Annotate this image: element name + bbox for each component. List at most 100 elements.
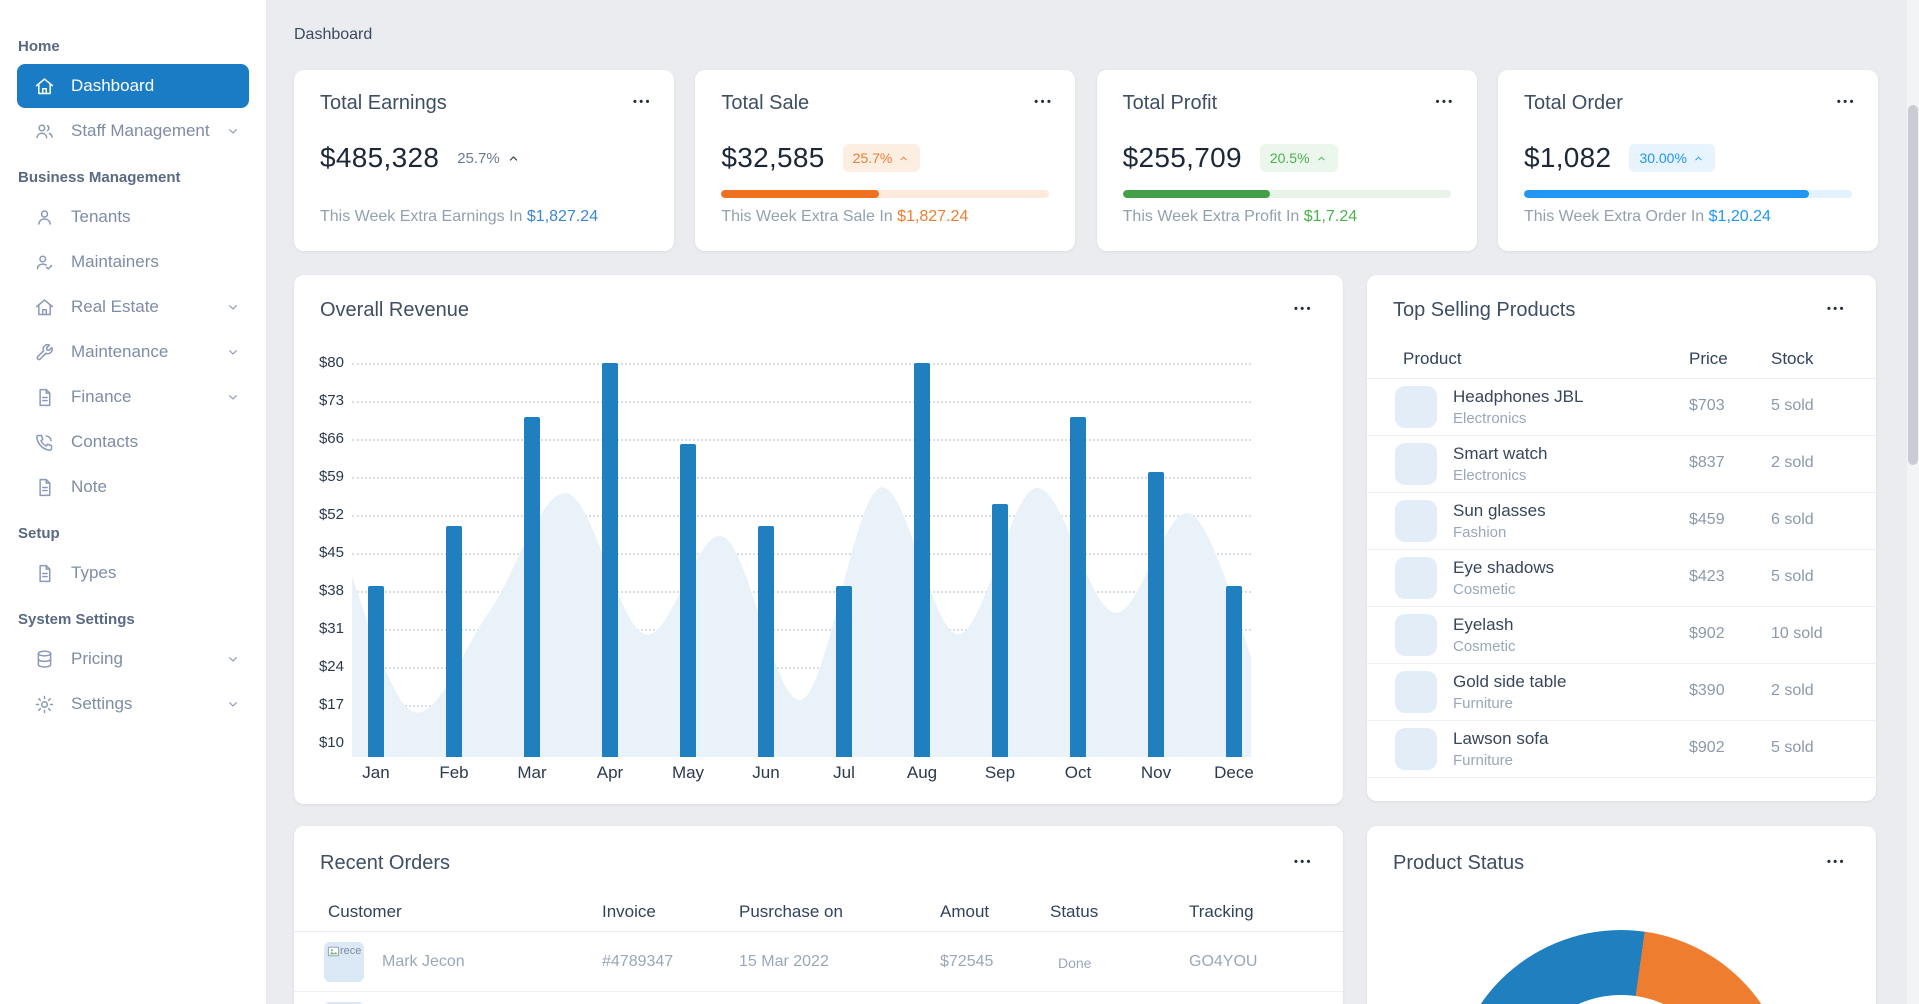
top-selling-header-row: Product Price Stock (1367, 339, 1876, 379)
product-thumbnail (1395, 386, 1437, 428)
gear-icon (35, 695, 54, 713)
product-category: Furniture (1453, 752, 1514, 769)
stat-card-title: Total Earnings (320, 92, 447, 114)
sidebar-item-maintainers[interactable]: Maintainers (17, 240, 249, 284)
stat-card-total-sale: Total Sale ••• $32,585 25.7% This Week Extra… (695, 70, 1076, 251)
sidebar-item-maintenance[interactable]: Maintenance (17, 330, 249, 374)
product-price: $902 (1689, 625, 1725, 642)
recent-orders-header-row: Customer Invoice Pusrchase on Amout Status Tr… (294, 896, 1343, 932)
product-row-headphones-jbl[interactable]: Headphones JBL Electronics $703 5 sold (1367, 379, 1876, 436)
x-axis-tick-label: Apr (596, 763, 624, 782)
ellipsis-menu-button[interactable]: ••• (1435, 96, 1455, 108)
sidebar-item-dashboard[interactable]: Dashboard (17, 64, 249, 108)
stat-card-value: $32,585 (721, 142, 825, 173)
chevron-down-icon (229, 305, 237, 310)
progress-bar (1122, 190, 1451, 198)
sidebar-item-tenants[interactable]: Tenants (17, 195, 249, 239)
percent-badge: 30.00% (1629, 144, 1715, 172)
product-stock: 2 sold (1771, 682, 1814, 699)
sidebar-item-real-estate[interactable]: Real Estate (17, 285, 249, 329)
order-row[interactable]: rece Mark Jecon #4789347 15 Mar 2022 $72545 D… (294, 932, 1343, 992)
file-icon (39, 478, 51, 496)
product-category: Electronics (1453, 467, 1527, 484)
stat-card-total-profit: Total Profit ••• $255,709 20.5% This Week Ex… (1096, 70, 1477, 251)
product-row-gold-side-table[interactable]: Gold side table Furniture $390 2 sold (1367, 664, 1876, 721)
product-category: Furniture (1453, 695, 1514, 712)
sidebar-item-label: Contacts (71, 432, 139, 451)
product-row-sun-glasses[interactable]: Sun glasses Fashion $459 6 sold (1367, 493, 1876, 550)
ellipsis-menu-button[interactable]: ••• (1826, 856, 1846, 868)
sidebar-item-contacts[interactable]: Contacts (17, 420, 249, 464)
sidebar-item-note[interactable]: Note (17, 465, 249, 509)
product-row-eyelash[interactable]: Eyelash Cosmetic $902 10 sold (1367, 607, 1876, 664)
stat-card-value: $1,082 (1523, 142, 1612, 173)
ellipsis-menu-button[interactable]: ••• (1293, 303, 1313, 315)
product-name: Headphones JBL (1453, 387, 1584, 406)
stat-card-total-earnings: Total Earnings ••• $485,328 25.7% This Week … (294, 70, 674, 251)
stat-card-percent: 25.7% (852, 150, 893, 166)
y-axis-tick-label: $10 (318, 734, 344, 751)
progress-bar (1523, 190, 1852, 198)
sidebar-item-label: Types (71, 563, 117, 582)
sidebar-section-home: Home (18, 38, 60, 55)
product-name: Smart watch (1453, 444, 1548, 463)
ellipsis-menu-button[interactable]: ••• (1293, 856, 1313, 868)
phone-icon (36, 434, 53, 451)
recent-orders-panel: Recent Orders ••• Customer Invoice Pusrcha… (294, 826, 1343, 1004)
bar-feb (446, 525, 462, 757)
column-header-invoice: Invoice (602, 902, 656, 921)
recent-orders-title: Recent Orders (320, 852, 451, 874)
progress-bar (721, 190, 1050, 198)
bar-mar (524, 417, 540, 757)
x-axis-tick-label: Jul (833, 763, 855, 782)
sidebar-item-staff-management[interactable]: Staff Management (17, 109, 249, 153)
sidebar-item-settings[interactable]: Settings (17, 682, 249, 726)
chevron-up-icon (1317, 156, 1325, 160)
y-axis-tick-label: $66 (318, 430, 344, 447)
sidebar-item-pricing[interactable]: Pricing (17, 637, 249, 681)
y-axis-tick-label: $24 (318, 658, 344, 675)
sidebar-item-label: Staff Management (71, 121, 210, 140)
gridline (352, 439, 1251, 441)
stat-card-title: Total Order (1523, 92, 1623, 114)
product-thumbnail (1395, 557, 1437, 599)
customer-avatar-broken-image (324, 1002, 364, 1004)
y-axis-tick-label: $59 (318, 468, 344, 485)
order-tracking: GO4YOU (1189, 953, 1258, 970)
column-header-tracking: Tracking (1189, 902, 1254, 921)
stat-card-title: Total Profit (1122, 92, 1218, 114)
ellipsis-menu-button[interactable]: ••• (1826, 303, 1846, 315)
sidebar-item-finance[interactable]: Finance (17, 375, 249, 419)
product-price: $703 (1689, 397, 1725, 414)
stat-card-percent: 20.5% (1269, 150, 1310, 166)
overall-revenue-title: Overall Revenue (320, 299, 469, 321)
order-row-partial[interactable] (294, 992, 1343, 1004)
sidebar-item-types[interactable]: Types (17, 551, 249, 595)
ellipsis-menu-button[interactable]: ••• (1034, 96, 1054, 108)
product-thumbnail (1395, 500, 1437, 542)
chevron-down-icon (229, 657, 237, 662)
column-header-product: Product (1403, 349, 1462, 368)
ellipsis-menu-button[interactable]: ••• (1836, 96, 1856, 108)
stat-card-value: $485,328 (320, 142, 440, 173)
product-row-eye-shadows[interactable]: Eye shadows Cosmetic $423 5 sold (1367, 550, 1876, 607)
sidebar-section-business-management: Business Management (18, 169, 181, 186)
product-thumbnail (1395, 443, 1437, 485)
x-axis-tick-label: May (671, 763, 705, 782)
percent-badge: 20.5% (1259, 144, 1338, 172)
bar-oct (1070, 417, 1086, 757)
page-scrollbar-track[interactable] (1907, 0, 1919, 1004)
product-row-lawson-sofa[interactable]: Lawson sofa Furniture $902 5 sold (1367, 721, 1876, 778)
customer-avatar-broken-image: rece (324, 942, 364, 982)
page-scrollbar-thumb[interactable] (1908, 105, 1918, 465)
order-invoice: #4789347 (602, 953, 674, 970)
gridline (352, 515, 1251, 517)
sidebar-item-label: Maintenance (71, 342, 169, 361)
product-category: Electronics (1453, 410, 1527, 427)
breadcrumb: Dashboard (294, 26, 373, 43)
product-row-smart-watch[interactable]: Smart watch Electronics $837 2 sold (1367, 436, 1876, 493)
y-axis-tick-label: $80 (318, 354, 344, 371)
product-price: $902 (1689, 739, 1725, 756)
ellipsis-menu-button[interactable]: ••• (632, 96, 652, 108)
sidebar-section-setup: Setup (18, 525, 60, 542)
